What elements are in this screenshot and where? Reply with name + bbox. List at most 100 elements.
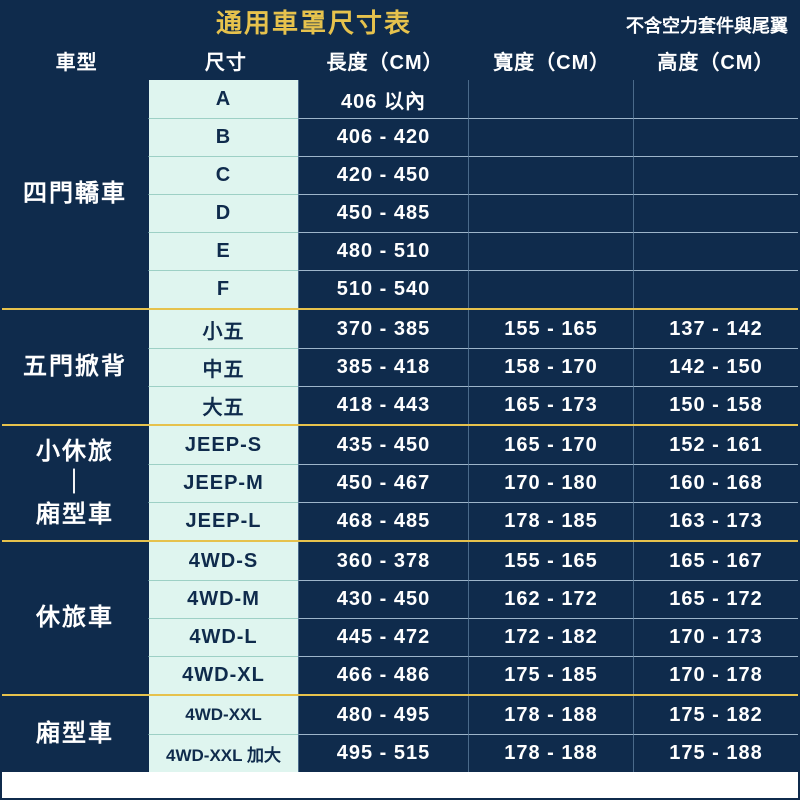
cell-size: JEEP-S (148, 426, 298, 464)
chart-subtitle: 不含空力套件與尾翼 (626, 12, 798, 40)
table-row: 4WD-M430 - 450162 - 172165 - 172 (148, 580, 798, 618)
cell-width: 158 - 170 (468, 348, 633, 386)
table-group: 小休旅 ｜ 廂型車JEEP-S435 - 450165 - 170152 - 1… (2, 424, 798, 540)
table-row: C420 - 450 (148, 156, 798, 194)
header-length: 長度（CM） (301, 40, 470, 80)
cell-width: 155 - 165 (468, 310, 633, 348)
cell-width: 165 - 173 (468, 386, 633, 424)
cell-length: 510 - 540 (298, 270, 468, 308)
cell-width (468, 118, 633, 156)
table-group: 四門轎車A406 以內B406 - 420C420 - 450D450 - 48… (2, 80, 798, 308)
cell-height (633, 156, 798, 194)
cell-size: JEEP-L (148, 502, 298, 540)
group-label: 休旅車 (2, 542, 148, 694)
cell-height: 137 - 142 (633, 310, 798, 348)
table-group: 廂型車4WD-XXL480 - 495178 - 188175 - 1824WD… (2, 694, 798, 772)
cell-length: 468 - 485 (298, 502, 468, 540)
table-row: F510 - 540 (148, 270, 798, 308)
cell-size: B (148, 118, 298, 156)
cell-size: 4WD-L (148, 618, 298, 656)
table-row: JEEP-S435 - 450165 - 170152 - 161 (148, 426, 798, 464)
cell-height: 165 - 167 (633, 542, 798, 580)
cell-size: 4WD-XXL 加大 (148, 734, 298, 772)
table-row: 4WD-S360 - 378155 - 165165 - 167 (148, 542, 798, 580)
cell-size: 4WD-XL (148, 656, 298, 694)
cell-size: C (148, 156, 298, 194)
header-size: 尺寸 (151, 40, 300, 80)
cell-length: 406 - 420 (298, 118, 468, 156)
cell-width: 165 - 170 (468, 426, 633, 464)
cell-width: 162 - 172 (468, 580, 633, 618)
table-row: JEEP-L468 - 485178 - 185163 - 173 (148, 502, 798, 540)
cell-length: 450 - 467 (298, 464, 468, 502)
cell-width (468, 156, 633, 194)
table-row: 4WD-XL466 - 486175 - 185170 - 178 (148, 656, 798, 694)
cell-length: 480 - 510 (298, 232, 468, 270)
group-label: 廂型車 (2, 696, 148, 772)
group-label: 四門轎車 (2, 80, 148, 308)
table-row: 4WD-L445 - 472172 - 182170 - 173 (148, 618, 798, 656)
group-label: 小休旅 ｜ 廂型車 (2, 426, 148, 540)
cell-length: 495 - 515 (298, 734, 468, 772)
cell-width: 178 - 188 (468, 696, 633, 734)
cell-width (468, 80, 633, 118)
cell-size: A (148, 80, 298, 118)
cell-width (468, 194, 633, 232)
cell-width: 172 - 182 (468, 618, 633, 656)
group-rows: JEEP-S435 - 450165 - 170152 - 161JEEP-M4… (148, 426, 798, 540)
table-row: 4WD-XXL 加大495 - 515178 - 188175 - 188 (148, 734, 798, 772)
cell-length: 406 以內 (298, 80, 468, 118)
group-rows: 4WD-S360 - 378155 - 165165 - 1674WD-M430… (148, 542, 798, 694)
cell-height: 142 - 150 (633, 348, 798, 386)
cell-height: 175 - 188 (633, 734, 798, 772)
header-height: 高度（CM） (634, 40, 798, 80)
cell-size: D (148, 194, 298, 232)
header-type: 車型 (2, 40, 151, 80)
table-row: 4WD-XXL480 - 495178 - 188175 - 182 (148, 696, 798, 734)
cell-width (468, 270, 633, 308)
cell-size: 中五 (148, 348, 298, 386)
cell-length: 370 - 385 (298, 310, 468, 348)
table-row: JEEP-M450 - 467170 - 180160 - 168 (148, 464, 798, 502)
cell-size: 大五 (148, 386, 298, 424)
cell-length: 466 - 486 (298, 656, 468, 694)
cell-width (468, 232, 633, 270)
cell-height: 152 - 161 (633, 426, 798, 464)
table-row: E480 - 510 (148, 232, 798, 270)
group-rows: 4WD-XXL480 - 495178 - 188175 - 1824WD-XX… (148, 696, 798, 772)
cell-height (633, 80, 798, 118)
cell-length: 418 - 443 (298, 386, 468, 424)
cell-height (633, 270, 798, 308)
cell-width: 175 - 185 (468, 656, 633, 694)
cell-size: JEEP-M (148, 464, 298, 502)
cell-height: 163 - 173 (633, 502, 798, 540)
group-rows: 小五370 - 385155 - 165137 - 142中五385 - 418… (148, 310, 798, 424)
cell-height: 165 - 172 (633, 580, 798, 618)
table-row: 大五418 - 443165 - 173150 - 158 (148, 386, 798, 424)
cell-size: 4WD-S (148, 542, 298, 580)
cell-length: 360 - 378 (298, 542, 468, 580)
cell-length: 385 - 418 (298, 348, 468, 386)
table-group: 五門掀背小五370 - 385155 - 165137 - 142中五385 -… (2, 308, 798, 424)
table-row: D450 - 485 (148, 194, 798, 232)
table-row: A406 以內 (148, 80, 798, 118)
title-row: 通用車罩尺寸表 不含空力套件與尾翼 (2, 2, 798, 40)
cell-length: 420 - 450 (298, 156, 468, 194)
cell-height (633, 118, 798, 156)
header-row: 車型 尺寸 長度（CM） 寬度（CM） 高度（CM） (2, 40, 798, 80)
cell-length: 445 - 472 (298, 618, 468, 656)
cell-length: 435 - 450 (298, 426, 468, 464)
cell-size: F (148, 270, 298, 308)
cell-length: 450 - 485 (298, 194, 468, 232)
cell-height: 170 - 178 (633, 656, 798, 694)
cell-height: 175 - 182 (633, 696, 798, 734)
header-width: 寬度（CM） (470, 40, 634, 80)
table-body: 四門轎車A406 以內B406 - 420C420 - 450D450 - 48… (2, 80, 798, 798)
cell-height: 150 - 158 (633, 386, 798, 424)
cell-width: 170 - 180 (468, 464, 633, 502)
cell-length: 480 - 495 (298, 696, 468, 734)
size-chart: 通用車罩尺寸表 不含空力套件與尾翼 車型 尺寸 長度（CM） 寬度（CM） 高度… (0, 0, 800, 800)
table-row: 小五370 - 385155 - 165137 - 142 (148, 310, 798, 348)
cell-height: 170 - 173 (633, 618, 798, 656)
cell-height (633, 232, 798, 270)
